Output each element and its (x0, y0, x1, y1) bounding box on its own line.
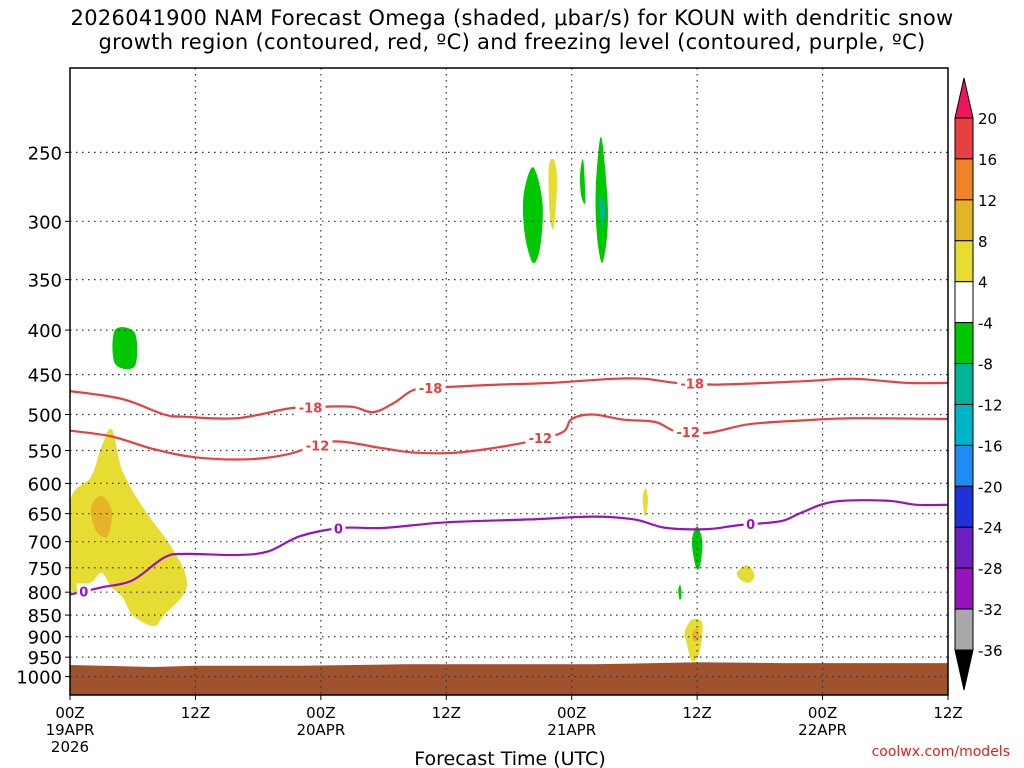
contour-label-bg-1-1 (525, 430, 556, 447)
contour-label-bg-0-1 (415, 380, 446, 397)
x-tick-label-24-1: 20APR (296, 721, 345, 739)
colorbar-label-8: -16 (978, 437, 1003, 455)
y-tick-label-850: 850 (28, 606, 62, 627)
colorbar-band-10 (954, 526, 974, 569)
chart-title-line2: growth region (contoured, red, ºC) and f… (98, 30, 926, 54)
contour-label-2-0: 0 (79, 585, 88, 600)
x-tick-label-72-0: 00Z (808, 704, 837, 722)
omega-region-13 (736, 565, 755, 583)
y-tick-label-550: 550 (28, 442, 62, 463)
contour-label-0-2: -18 (680, 378, 704, 393)
colorbar-band-7 (954, 403, 974, 446)
contour-label-bg-2-0 (76, 583, 91, 600)
colorbar-label-12: -32 (978, 601, 1003, 619)
contour-label-bg-0-2 (677, 375, 708, 392)
colorbar-band-3 (954, 240, 974, 283)
colorbar-band-2 (954, 199, 974, 242)
omega-region-4 (548, 158, 558, 230)
colorbar-band-4 (954, 281, 974, 324)
contour-label-2-1: 0 (334, 523, 343, 538)
colorbar-label-4: 4 (978, 274, 988, 292)
omega-region-10 (678, 584, 682, 600)
x-tick-label-12-0: 12Z (181, 704, 210, 722)
colorbar-band-5 (954, 322, 974, 365)
colorbar-label-11: -28 (978, 560, 1003, 578)
colorbar-label-13: -36 (978, 642, 1003, 660)
x-tick-label-0-0: 00Z (55, 704, 84, 722)
y-tick-label-1000: 1000 (16, 668, 62, 689)
colorbar-bottom-arrow (954, 649, 974, 691)
y-tick-label-300: 300 (28, 212, 62, 233)
contour-1 (70, 413, 948, 461)
plot-area: -18 -18 -18 -12 -12 -12 0 0 0 (70, 68, 948, 695)
colorbar-top-arrow (954, 77, 974, 119)
colorbar-band-11 (954, 567, 974, 610)
y-tick-label-750: 750 (28, 559, 62, 580)
colorbar-label-1: 16 (978, 151, 997, 169)
omega-region-8 (642, 488, 649, 517)
contour-label-bg-1-0 (302, 437, 333, 454)
colorbar-label-9: -20 (978, 478, 1003, 496)
chart-title-line1: 2026041900 NAM Forecast Omega (shaded, μ… (70, 6, 954, 30)
colorbar-label-2: 12 (978, 192, 997, 210)
colorbar-label-0: 20 (978, 110, 997, 128)
contour-label-bg-1-2 (673, 424, 704, 441)
y-tick-label-950: 950 (28, 648, 62, 669)
omega-region-12 (691, 628, 700, 642)
omega-region-1 (90, 495, 113, 538)
y-tick-label-650: 650 (28, 505, 62, 526)
y-tick-label-700: 700 (28, 533, 62, 554)
colorbar-label-5: -4 (978, 315, 993, 333)
source-credit: coolwx.com/models (871, 744, 1010, 760)
x-tick-label-24-0: 00Z (306, 704, 335, 722)
colorbar-label-7: -12 (978, 396, 1003, 414)
x-tick-label-0-1: 19APR (46, 721, 95, 739)
omega-region-2 (112, 327, 138, 370)
x-tick-label-84-0: 12Z (933, 704, 962, 722)
y-tick-label-450: 450 (28, 366, 62, 387)
x-axis-label: Forecast Time (UTC) (414, 748, 605, 768)
colorbar-label-10: -24 (978, 519, 1003, 537)
contour-0 (70, 377, 948, 420)
contour-2 (70, 499, 948, 596)
contour-label-1-1: -12 (529, 432, 553, 447)
plot-frame (69, 67, 949, 696)
colorbar-band-12 (954, 608, 974, 651)
y-tick-label-350: 350 (28, 271, 62, 292)
contour-label-2-2: 0 (746, 518, 755, 533)
x-tick-label-60-0: 12Z (682, 704, 711, 722)
y-tick-label-900: 900 (28, 628, 62, 649)
x-tick-label-36-0: 12Z (432, 704, 461, 722)
y-tick-label-250: 250 (28, 143, 62, 164)
terrain-fill (70, 662, 948, 695)
y-tick-label-800: 800 (28, 583, 62, 604)
colorbar-band-8 (954, 444, 974, 487)
colorbar-band-1 (954, 158, 974, 201)
x-tick-label-48-0: 00Z (557, 704, 586, 722)
omega-region-5 (579, 158, 586, 204)
chart-title: 2026041900 NAM Forecast Omega (shaded, μ… (0, 6, 1024, 54)
omega-region-0 (70, 428, 187, 627)
colorbar-label-6: -8 (978, 356, 993, 374)
y-tick-label-600: 600 (28, 474, 62, 495)
y-tick-label-400: 400 (28, 321, 62, 342)
omega-region-3 (522, 167, 543, 264)
contour-label-bg-2-2 (743, 516, 758, 533)
x-tick-label-48-1: 21APR (547, 721, 596, 739)
x-tick-label-0-2: 2026 (51, 738, 89, 756)
colorbar-band-0 (954, 117, 974, 160)
contour-label-1-2: -12 (676, 426, 700, 441)
contour-label-0-0: -18 (299, 401, 323, 416)
colorbar-band-6 (954, 363, 974, 405)
contour-label-bg-2-1 (331, 520, 346, 537)
contour-label-0-1: -18 (419, 382, 443, 397)
colorbar-label-3: 8 (978, 233, 988, 251)
contour-label-bg-0-0 (295, 399, 326, 416)
y-tick-label-500: 500 (28, 405, 62, 426)
contour-label-1-0: -12 (306, 440, 330, 455)
x-tick-label-72-1: 22APR (798, 721, 847, 739)
omega-region-7 (598, 194, 606, 228)
colorbar-band-9 (954, 485, 974, 528)
